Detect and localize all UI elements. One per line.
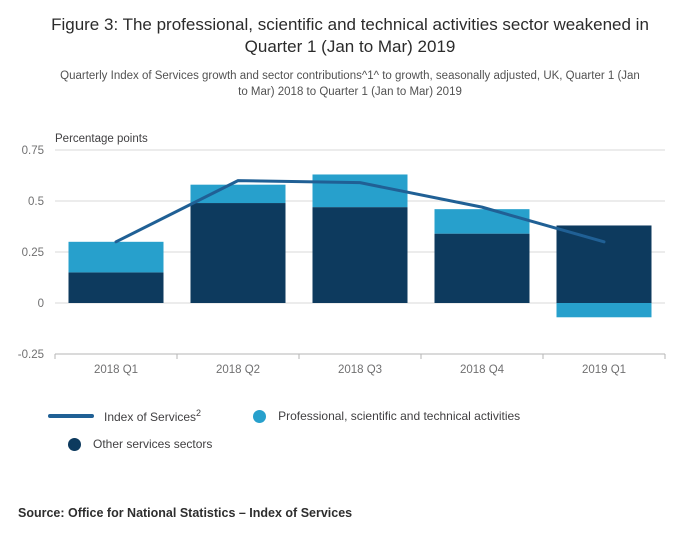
x-tick-label: 2018 Q3	[338, 364, 382, 376]
plot-area: -0.25 0 0.25 0.5 0.75 2018 Q1 2018 Q2 2018 Q3 20…	[18, 145, 666, 376]
legend-label-index-of-services: Index of Services2	[104, 408, 201, 424]
y-tick-label: 0.25	[22, 247, 44, 259]
legend-label-text: Index of Services	[104, 410, 197, 425]
index-of-services-line-swatch	[48, 414, 94, 419]
other-services-dot-swatch	[68, 437, 81, 451]
prof-sci-tech-dot-swatch	[253, 409, 267, 423]
bar-segment	[434, 209, 530, 234]
bar-segment	[312, 174, 408, 208]
figure-title: Figure 3: The professional, scientific a…	[51, 15, 649, 57]
x-tick-label: 2019 Q1	[582, 364, 626, 376]
bar-segment	[556, 303, 652, 318]
y-tick-label: 0	[38, 298, 44, 310]
bar-segment	[434, 233, 530, 304]
figure-page: Figure 3: The professional, scientific a…	[0, 14, 700, 549]
y-tick-label: 0.5	[28, 196, 44, 208]
footnote-marker: 2	[196, 408, 202, 419]
legend-row-2: Other services sectors	[0, 430, 700, 458]
y-axis-title: Percentage points	[55, 133, 148, 145]
bar-segment	[312, 207, 408, 304]
x-tick-label: 2018 Q4	[460, 364, 505, 376]
legend-item-index-of-services: Index of Services2	[48, 408, 201, 424]
y-tick-label: 0.75	[22, 145, 44, 157]
bar-segment	[190, 203, 286, 304]
chart: Percentage points -0.25 0 0.25 0.5 0.75 2018 …	[18, 133, 666, 376]
legend-item-other-services: Other services sectors	[68, 437, 212, 451]
x-tick-label: 2018 Q1	[94, 364, 138, 376]
chart-legend: Index of Services2 Professional, scienti…	[0, 402, 700, 458]
bar-segment	[190, 184, 286, 204]
bar-segment	[68, 272, 164, 304]
figure-subtitle: Quarterly Index of Services growth and s…	[60, 69, 640, 98]
bar-segment	[556, 225, 652, 304]
legend-item-prof-sci-tech: Professional, scientific and technical a…	[253, 409, 520, 423]
legend-row-1: Index of Services2 Professional, scienti…	[0, 402, 700, 430]
legend-label-prof-sci-tech: Professional, scientific and technical a…	[278, 409, 521, 424]
index-of-services-line	[114, 179, 606, 244]
source-note: Source: Office for National Statistics –…	[18, 506, 353, 521]
x-tick-label: 2018 Q2	[216, 364, 260, 376]
y-tick-label: -0.25	[18, 349, 44, 361]
bar-segment	[68, 241, 164, 273]
legend-label-other-services: Other services sectors	[93, 437, 213, 452]
